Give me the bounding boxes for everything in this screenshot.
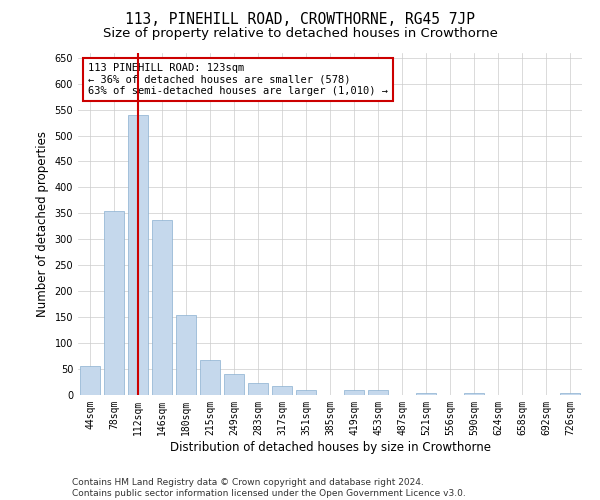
Bar bbox=[344, 390, 364, 395]
Bar bbox=[416, 394, 436, 395]
Bar bbox=[464, 394, 484, 395]
Text: 113 PINEHILL ROAD: 123sqm
← 36% of detached houses are smaller (578)
63% of semi: 113 PINEHILL ROAD: 123sqm ← 36% of detac… bbox=[88, 63, 388, 96]
Bar bbox=[128, 115, 148, 395]
X-axis label: Distribution of detached houses by size in Crowthorne: Distribution of detached houses by size … bbox=[170, 440, 491, 454]
Bar bbox=[152, 220, 172, 395]
Y-axis label: Number of detached properties: Number of detached properties bbox=[36, 130, 49, 317]
Bar bbox=[248, 383, 268, 395]
Bar bbox=[224, 374, 244, 395]
Bar bbox=[176, 314, 196, 395]
Bar bbox=[80, 366, 100, 395]
Text: 113, PINEHILL ROAD, CROWTHORNE, RG45 7JP: 113, PINEHILL ROAD, CROWTHORNE, RG45 7JP bbox=[125, 12, 475, 28]
Text: Size of property relative to detached houses in Crowthorne: Size of property relative to detached ho… bbox=[103, 28, 497, 40]
Bar bbox=[200, 360, 220, 395]
Bar bbox=[272, 386, 292, 395]
Bar bbox=[104, 211, 124, 395]
Bar bbox=[296, 390, 316, 395]
Bar bbox=[560, 394, 580, 395]
Bar bbox=[368, 390, 388, 395]
Text: Contains HM Land Registry data © Crown copyright and database right 2024.
Contai: Contains HM Land Registry data © Crown c… bbox=[72, 478, 466, 498]
